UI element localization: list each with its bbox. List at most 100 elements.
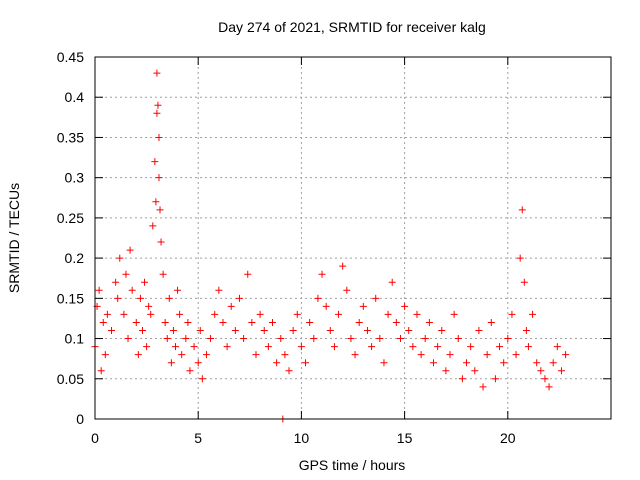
y-axis-label: SRMTID / TECUs bbox=[6, 183, 22, 293]
data-point bbox=[363, 327, 371, 335]
x-tick-label: 0 bbox=[91, 430, 99, 446]
axis-ticks: 0 0.05 0.1 0.15 0.2 0.25 0.3 0.35 0.4 0.45 0 5 10 15 2… bbox=[57, 49, 611, 446]
data-point bbox=[281, 351, 289, 359]
data-point bbox=[156, 206, 164, 214]
data-point bbox=[153, 109, 161, 117]
y-tick-label: 0.2 bbox=[65, 250, 85, 266]
data-point bbox=[277, 335, 285, 343]
data-point bbox=[496, 343, 504, 351]
data-point bbox=[396, 335, 404, 343]
data-point bbox=[227, 302, 235, 310]
data-point bbox=[429, 359, 437, 367]
data-point bbox=[388, 278, 396, 286]
data-point bbox=[120, 310, 128, 318]
data-point bbox=[159, 270, 167, 278]
data-point bbox=[425, 318, 433, 326]
data-point bbox=[450, 310, 458, 318]
data-point bbox=[562, 351, 570, 359]
data-point bbox=[417, 351, 425, 359]
data-point bbox=[182, 335, 190, 343]
data-point bbox=[512, 351, 520, 359]
data-point bbox=[244, 270, 252, 278]
x-tick-label: 5 bbox=[194, 430, 202, 446]
data-point bbox=[134, 351, 142, 359]
y-tick-label: 0.1 bbox=[65, 331, 85, 347]
data-point bbox=[207, 335, 215, 343]
data-point bbox=[167, 359, 175, 367]
data-point bbox=[343, 286, 351, 294]
data-point bbox=[161, 318, 169, 326]
data-point bbox=[442, 367, 450, 375]
data-point bbox=[384, 310, 392, 318]
data-point bbox=[128, 286, 136, 294]
data-point bbox=[95, 286, 103, 294]
data-point bbox=[145, 302, 153, 310]
data-point bbox=[138, 327, 146, 335]
data-point bbox=[273, 359, 281, 367]
data-point bbox=[533, 359, 541, 367]
data-point bbox=[149, 222, 157, 230]
data-point bbox=[126, 246, 134, 254]
data-point bbox=[491, 375, 499, 383]
data-point bbox=[174, 286, 182, 294]
data-point bbox=[463, 359, 471, 367]
data-point bbox=[508, 310, 516, 318]
data-point bbox=[143, 343, 151, 351]
y-tick-label: 0.15 bbox=[57, 290, 84, 306]
data-point bbox=[302, 359, 310, 367]
data-point bbox=[269, 318, 277, 326]
data-point bbox=[264, 343, 272, 351]
data-point bbox=[196, 327, 204, 335]
data-point bbox=[219, 318, 227, 326]
y-tick-label: 0.05 bbox=[57, 371, 84, 387]
data-point bbox=[99, 318, 107, 326]
data-point bbox=[198, 375, 206, 383]
data-point bbox=[454, 335, 462, 343]
data-point bbox=[176, 310, 184, 318]
data-point bbox=[504, 335, 512, 343]
data-point bbox=[151, 158, 159, 166]
data-point bbox=[211, 310, 219, 318]
data-point bbox=[467, 343, 475, 351]
data-point bbox=[184, 318, 192, 326]
data-point bbox=[368, 343, 376, 351]
chart-title: Day 274 of 2021, SRMTID for receiver kal… bbox=[218, 19, 486, 35]
data-point bbox=[553, 343, 561, 351]
data-point bbox=[114, 294, 122, 302]
data-point bbox=[153, 69, 161, 77]
data-point bbox=[163, 335, 171, 343]
data-point bbox=[190, 343, 198, 351]
data-point bbox=[471, 367, 479, 375]
plot-frame bbox=[94, 56, 612, 420]
data-point bbox=[235, 294, 243, 302]
data-point bbox=[314, 294, 322, 302]
data-point bbox=[248, 318, 256, 326]
data-point bbox=[372, 294, 380, 302]
data-point bbox=[549, 359, 557, 367]
data-point bbox=[520, 278, 528, 286]
data-point bbox=[147, 310, 155, 318]
data-point bbox=[171, 343, 179, 351]
data-points bbox=[91, 69, 570, 423]
data-point bbox=[392, 318, 400, 326]
data-point bbox=[194, 359, 202, 367]
data-point bbox=[293, 310, 301, 318]
data-point bbox=[487, 318, 495, 326]
data-point bbox=[252, 351, 260, 359]
data-point bbox=[516, 254, 524, 262]
data-point bbox=[103, 310, 111, 318]
data-point bbox=[326, 327, 334, 335]
data-point bbox=[322, 302, 330, 310]
data-point bbox=[306, 318, 314, 326]
data-point bbox=[240, 335, 248, 343]
data-point bbox=[260, 327, 268, 335]
data-point bbox=[169, 327, 177, 335]
data-point bbox=[557, 367, 565, 375]
data-point bbox=[380, 359, 388, 367]
data-point bbox=[537, 367, 545, 375]
data-point bbox=[285, 367, 293, 375]
data-point bbox=[152, 198, 160, 206]
data-point bbox=[124, 335, 132, 343]
data-point bbox=[101, 351, 109, 359]
